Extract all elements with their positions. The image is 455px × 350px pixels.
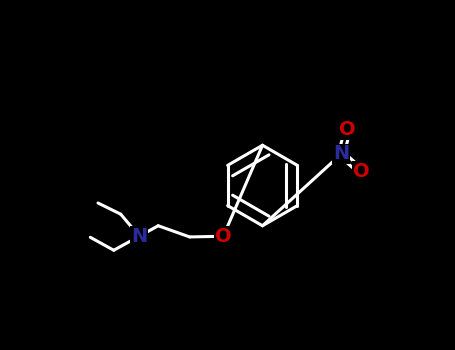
Text: O: O [339,120,356,139]
Text: N: N [131,227,147,246]
Text: O: O [215,227,232,246]
Text: N: N [333,145,349,163]
Text: O: O [353,162,369,181]
